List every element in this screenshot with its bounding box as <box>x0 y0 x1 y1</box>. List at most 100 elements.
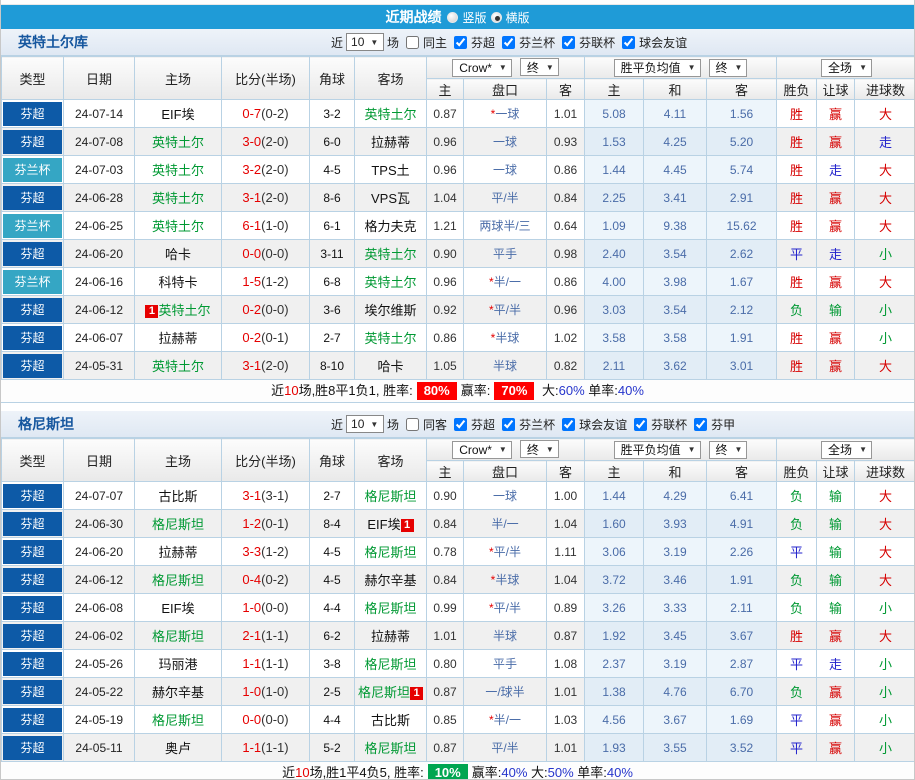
score-cell: 1-2(0-1) <box>221 509 310 538</box>
league-type-badge: 芬超 <box>3 595 62 620</box>
scope-select-value: 全场 <box>828 61 853 75</box>
avg-draw-cell: 3.33 <box>643 593 707 622</box>
summary-text: 60% <box>558 383 585 398</box>
odds-final-select[interactable]: 终 ▼ <box>519 58 559 77</box>
away-team-cell: 哈卡 <box>354 351 427 380</box>
changed-line-star: * <box>488 275 494 289</box>
league-type-badge: 芬超 <box>3 539 62 564</box>
layout-radio-group: 竖版 横版 <box>447 9 530 26</box>
result-cell: 平 <box>776 733 818 762</box>
summary-text: 大: <box>538 383 559 398</box>
handicap-home-odds-cell: 1.01 <box>426 621 464 650</box>
handicap-result-cell: 赢 <box>816 99 856 128</box>
avg-draw-cell: 3.54 <box>643 239 707 268</box>
avg-home-cell: 1.44 <box>584 481 644 510</box>
team-link: 埃尔维斯 <box>364 303 417 318</box>
league-checkbox-2[interactable] <box>562 35 576 49</box>
league-type-cell: 芬超 <box>1 239 64 268</box>
odds-company-select[interactable]: Crow* ▼ <box>452 58 512 77</box>
league-checkbox-label-4: 芬甲 <box>711 417 736 432</box>
odds-final-select[interactable]: 终 ▼ <box>519 440 559 459</box>
away-team-cell: 格尼斯坦 <box>354 537 427 566</box>
halftime-score: (1-2) <box>261 274 289 289</box>
fulltime-score: 2-1 <box>242 628 262 643</box>
avg-away-cell: 1.69 <box>705 705 778 734</box>
league-type-badge: 芬超 <box>3 483 62 508</box>
layout-radio-label-0[interactable]: 竖版 <box>462 10 487 25</box>
match-row: 芬超 24-06-08 EIF埃 1-0(0-0) 4-4 格尼斯坦 0.99 *平/半 0.8… <box>1 593 914 622</box>
league-checkbox-0[interactable] <box>454 35 468 49</box>
scope-select[interactable]: 全场 ▼ <box>821 440 872 459</box>
changed-line-star: * <box>488 545 494 559</box>
league-type-cell: 芬兰杯 <box>1 267 64 296</box>
avg-select[interactable]: 胜平负均值 ▼ <box>613 440 701 459</box>
league-type-badge: 芬兰杯 <box>3 213 62 238</box>
corner-cell: 4-5 <box>309 565 355 594</box>
same-venue-checkbox[interactable] <box>406 35 420 49</box>
handicap-away-odds-cell: 1.01 <box>546 733 585 762</box>
handicap-line-cell: *半/一 <box>463 705 547 734</box>
home-team-cell: EIF埃 <box>134 593 222 622</box>
league-checkbox-label-2: 球会友谊 <box>579 417 628 432</box>
handicap-line: 一/球半 <box>485 685 525 699</box>
scope-select[interactable]: 全场 ▼ <box>821 58 872 77</box>
home-team-cell: 拉赫蒂 <box>134 323 222 352</box>
league-checkbox-1[interactable] <box>502 35 516 49</box>
summary-bar: 近10场,胜1平4负5, 胜率: 10% 赢率:40% 大:50% 单率:40% <box>1 762 914 779</box>
avg-final-select-value: 终 <box>715 61 728 75</box>
dropdown-arrow-icon: ▼ <box>734 445 743 454</box>
layout-radio-label-1[interactable]: 横版 <box>505 10 530 25</box>
team-link: 英特土尔 <box>151 359 204 374</box>
team-link: 格尼斯坦 <box>364 601 417 616</box>
corner-cell: 2-5 <box>309 677 355 706</box>
handicap-away-odds-cell: 0.87 <box>546 621 585 650</box>
team-link: 奥卢 <box>164 741 191 756</box>
league-type-badge: 芬超 <box>3 297 62 322</box>
league-checkbox-3[interactable] <box>634 417 648 431</box>
corner-cell: 4-5 <box>309 537 355 566</box>
col-header-1: 日期 <box>63 56 135 100</box>
handicap-away-odds-cell: 0.86 <box>546 155 585 184</box>
score-cell: 3-1(3-1) <box>221 481 310 510</box>
corner-cell: 2-7 <box>309 481 355 510</box>
same-venue-checkbox[interactable] <box>406 417 420 431</box>
league-type-badge: 芬超 <box>3 651 62 676</box>
date-cell: 24-06-12 <box>63 565 135 594</box>
handicap-away-odds-cell: 0.89 <box>546 593 585 622</box>
odds-company-select[interactable]: Crow* ▼ <box>452 440 512 459</box>
score-cell: 6-1(1-0) <box>221 211 310 240</box>
fulltime-score: 1-0 <box>242 600 262 615</box>
away-team-cell: 格尼斯坦 <box>354 481 427 510</box>
league-checkbox-3[interactable] <box>622 35 636 49</box>
col-header-0: 类型 <box>1 56 64 100</box>
match-count-select[interactable]: 10 ▼ <box>346 33 385 51</box>
avg-away-cell: 2.11 <box>705 593 778 622</box>
result-cell: 胜 <box>776 127 818 156</box>
result-cell: 胜 <box>776 211 818 240</box>
score-cell: 3-3(1-2) <box>221 537 310 566</box>
layout-radio-1[interactable] <box>490 11 502 23</box>
handicap-away-odds-cell: 0.64 <box>546 211 585 240</box>
result-cell: 负 <box>776 593 818 622</box>
date-cell: 24-06-16 <box>63 267 135 296</box>
avg-draw-cell: 9.38 <box>643 211 707 240</box>
halftime-score: (1-1) <box>261 628 289 643</box>
fulltime-score: 3-1 <box>242 190 262 205</box>
odds-final-select-value: 终 <box>526 60 539 75</box>
league-checkbox-0[interactable] <box>454 417 468 431</box>
league-checkbox-2[interactable] <box>562 417 576 431</box>
league-checkbox-label-3: 球会友谊 <box>639 35 688 50</box>
league-checkbox-1[interactable] <box>502 417 516 431</box>
fulltime-score: 6-1 <box>242 218 262 233</box>
team-link: 英特土尔 <box>151 219 204 234</box>
avg-select[interactable]: 胜平负均值 ▼ <box>613 58 701 77</box>
handicap-line-cell: 半球 <box>463 621 547 650</box>
goals-result-cell: 大 <box>854 99 914 128</box>
league-checkbox-4[interactable] <box>694 417 708 431</box>
avg-final-select[interactable]: 终 ▼ <box>708 440 748 459</box>
match-count-select[interactable]: 10 ▼ <box>346 415 385 433</box>
avg-final-select[interactable]: 终 ▼ <box>708 58 748 77</box>
league-checkbox-label-2: 芬联杯 <box>579 35 616 50</box>
layout-radio-0[interactable] <box>447 11 459 23</box>
corner-cell: 4-4 <box>309 593 355 622</box>
